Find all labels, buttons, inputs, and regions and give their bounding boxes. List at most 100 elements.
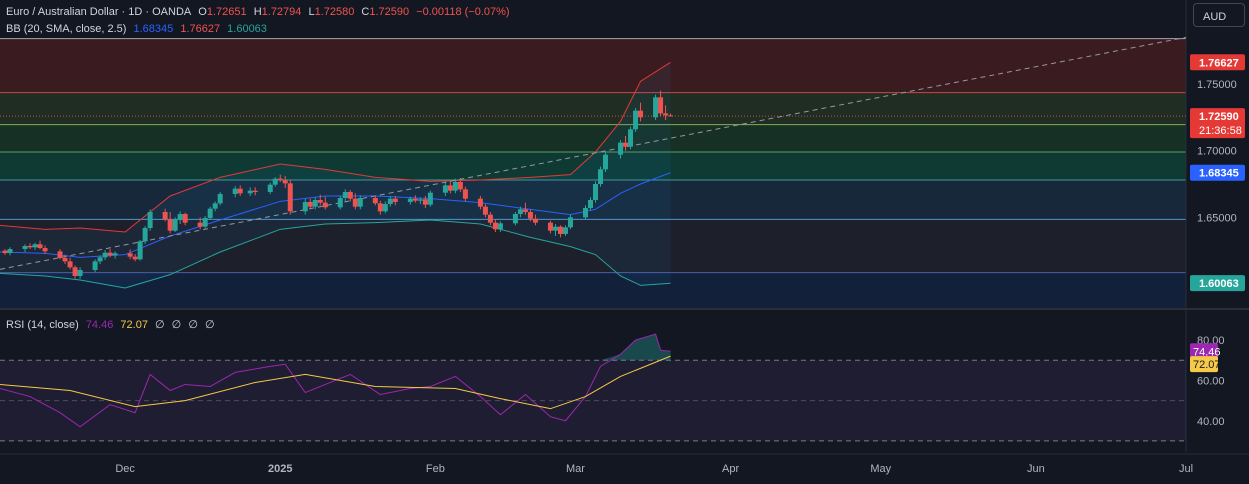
candle: [638, 102, 644, 122]
candle-body: [653, 97, 659, 118]
rsi-extra-3: ∅: [188, 319, 198, 331]
candle-body: [587, 200, 593, 208]
candle-body: [477, 198, 483, 207]
candle-body: [207, 208, 213, 218]
rsi-ma-value: 72.07: [120, 319, 148, 331]
bb-middle-badge-bg: [1190, 164, 1245, 181]
candle: [497, 221, 503, 232]
candle: [72, 265, 78, 279]
level-zone: [0, 272, 1186, 308]
candle: [212, 201, 218, 212]
candle-body: [2, 250, 8, 254]
candle-body: [623, 142, 629, 147]
candle: [422, 196, 428, 208]
candle: [302, 198, 308, 215]
candle-body: [457, 182, 463, 190]
candle-body: [32, 244, 38, 248]
candle: [552, 224, 558, 236]
candle-body: [522, 209, 528, 212]
close-label: C: [361, 6, 370, 18]
candle-body: [492, 222, 498, 230]
candle: [37, 240, 43, 250]
bollinger-band-fill: [0, 62, 671, 289]
candle-body: [427, 192, 433, 205]
candle-body: [132, 256, 138, 260]
rsi-value: 74.46: [85, 319, 114, 331]
candle-body: [302, 202, 308, 212]
candle-body: [37, 244, 43, 248]
candle-body: [417, 199, 423, 201]
candle: [587, 197, 593, 211]
candle: [182, 212, 188, 226]
candle: [162, 208, 168, 222]
candle-body: [237, 188, 243, 194]
candle: [658, 90, 664, 116]
candle: [167, 212, 173, 234]
candle-body: [277, 178, 283, 180]
candle: [322, 196, 328, 210]
candle: [457, 178, 463, 192]
bollinger-lower-value: 1.60063: [227, 23, 267, 35]
candle-body: [663, 113, 669, 116]
candle: [603, 152, 609, 172]
candle: [337, 196, 343, 210]
candle-body: [517, 209, 523, 214]
time-axis-label: Jun: [1027, 463, 1045, 475]
bollinger-legend[interactable]: BB (20, SMA, close, 2.5) 1.68345 1.76627…: [6, 23, 271, 35]
level-zone: [0, 180, 1186, 220]
bb-middle-badge-text: 1.68345: [1199, 168, 1239, 180]
candle: [387, 196, 393, 207]
symbol-legend: Euro / Australian Dollar · 1D · OANDA O1…: [6, 6, 514, 18]
candle-body: [372, 198, 378, 204]
candle: [32, 242, 38, 250]
candle-body: [387, 198, 393, 204]
candle: [357, 195, 363, 210]
rsi-overbought-fill: [600, 334, 671, 361]
candle: [287, 180, 293, 215]
candle: [452, 178, 458, 194]
price-tick-label: 1.70000: [1197, 146, 1237, 158]
candle-body: [7, 249, 13, 254]
high-value: 1.72794: [261, 6, 302, 18]
candle-body: [287, 183, 293, 212]
rsi-legend[interactable]: RSI (14, close) 74.46 72.07 ∅ ∅ ∅ ∅: [6, 318, 219, 331]
candle-body: [137, 241, 143, 260]
bb-upper-badge-bg: [1190, 54, 1245, 71]
candle: [517, 206, 523, 218]
candle: [668, 113, 674, 117]
candle: [382, 201, 388, 214]
candle: [217, 192, 223, 206]
candle: [407, 196, 413, 205]
candle: [312, 197, 318, 210]
candle: [317, 194, 323, 206]
candle-body: [527, 212, 533, 219]
candle-body: [557, 226, 563, 234]
candle-body: [212, 203, 218, 209]
rsi-tick-label: 40.00: [1197, 416, 1225, 428]
currency-button[interactable]: AUD: [1193, 3, 1245, 27]
candle: [492, 220, 498, 232]
candle: [112, 251, 118, 259]
level-zone: [0, 219, 1186, 273]
candle-body: [182, 214, 188, 223]
rsi-ma-line: [0, 355, 671, 410]
countdown-text: 21:36:58: [1199, 125, 1242, 137]
candle: [282, 176, 288, 188]
candle: [342, 189, 348, 202]
symbol-title: Euro / Australian Dollar · 1D · OANDA: [6, 6, 192, 18]
candle: [92, 259, 98, 272]
candle: [618, 140, 624, 159]
candle: [27, 243, 33, 250]
candle: [482, 204, 488, 218]
candle-body: [267, 184, 273, 192]
candle: [562, 225, 568, 236]
candle: [77, 267, 83, 279]
bb-lower-badge-bg: [1190, 275, 1245, 292]
candle: [22, 244, 28, 252]
candle: [633, 108, 639, 132]
candle-body: [593, 184, 599, 200]
candle: [352, 193, 358, 210]
candle: [512, 212, 518, 226]
candle: [532, 214, 538, 226]
